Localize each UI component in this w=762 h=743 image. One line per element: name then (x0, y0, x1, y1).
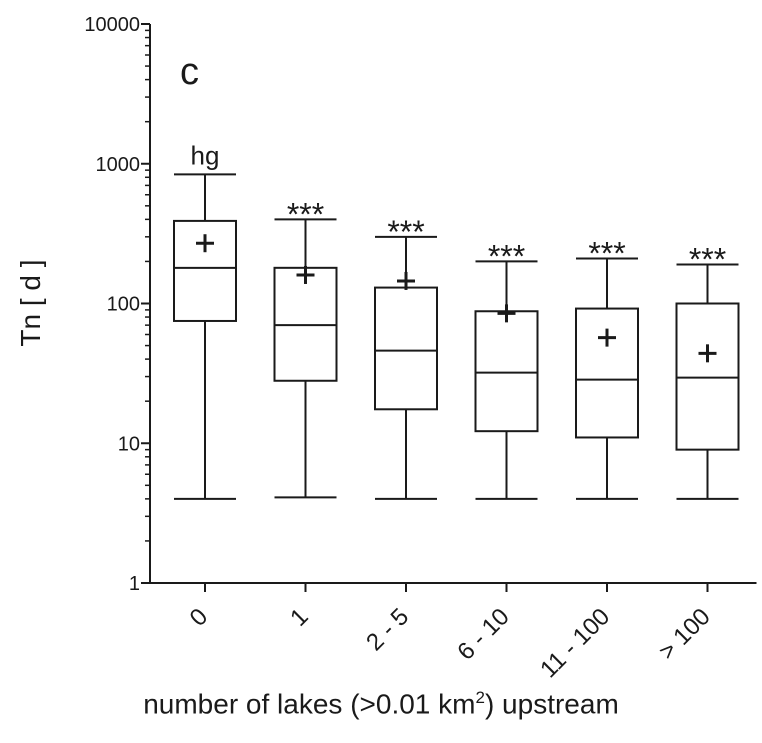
y-tick-label: 1000 (96, 154, 141, 176)
x-tick-label: 1 (285, 603, 314, 632)
y-tick-label: 100 (107, 294, 140, 316)
x-tick-label: 6 - 10 (452, 603, 514, 665)
y-axis-title: Tn [ d ] (15, 259, 46, 346)
iqr-box (474, 310, 539, 433)
x-tick-label: 2 - 5 (361, 603, 414, 656)
x-axis-title-suffix: ) upstream (484, 688, 619, 720)
iqr-box (675, 302, 740, 451)
significance-label: *** (387, 214, 424, 250)
x-tick-label: > 100 (654, 603, 716, 665)
y-tick-label: 1 (129, 573, 140, 595)
box-series: hg *** *** *** *** *** (173, 140, 740, 500)
box-group: *** (575, 235, 639, 500)
box-group: *** (374, 214, 438, 500)
significance-label: *** (689, 242, 726, 278)
box-group: hg (173, 140, 237, 500)
x-tick-label: 11 - 100 (535, 603, 615, 683)
x-axis-title-prefix: number of lakes (>0.01 km (143, 688, 476, 720)
significance-label: hg (191, 140, 220, 170)
y-tick-label: 10 (118, 433, 140, 455)
x-axis-title: number of lakes (>0.01 km2) upstream (0, 688, 762, 720)
significance-label: *** (488, 238, 525, 274)
x-tick-label: 0 (185, 603, 214, 632)
box-group: *** (273, 196, 338, 499)
iqr-box (374, 286, 438, 411)
x-axis-title-superscript: 2 (475, 688, 485, 707)
y-tick-label: 10000 (84, 14, 140, 36)
box-group: *** (474, 238, 539, 500)
box-group: *** (675, 242, 740, 500)
significance-label: *** (588, 235, 625, 271)
iqr-box (575, 307, 639, 439)
significance-label: *** (287, 196, 324, 232)
panel-label: c (180, 51, 199, 93)
